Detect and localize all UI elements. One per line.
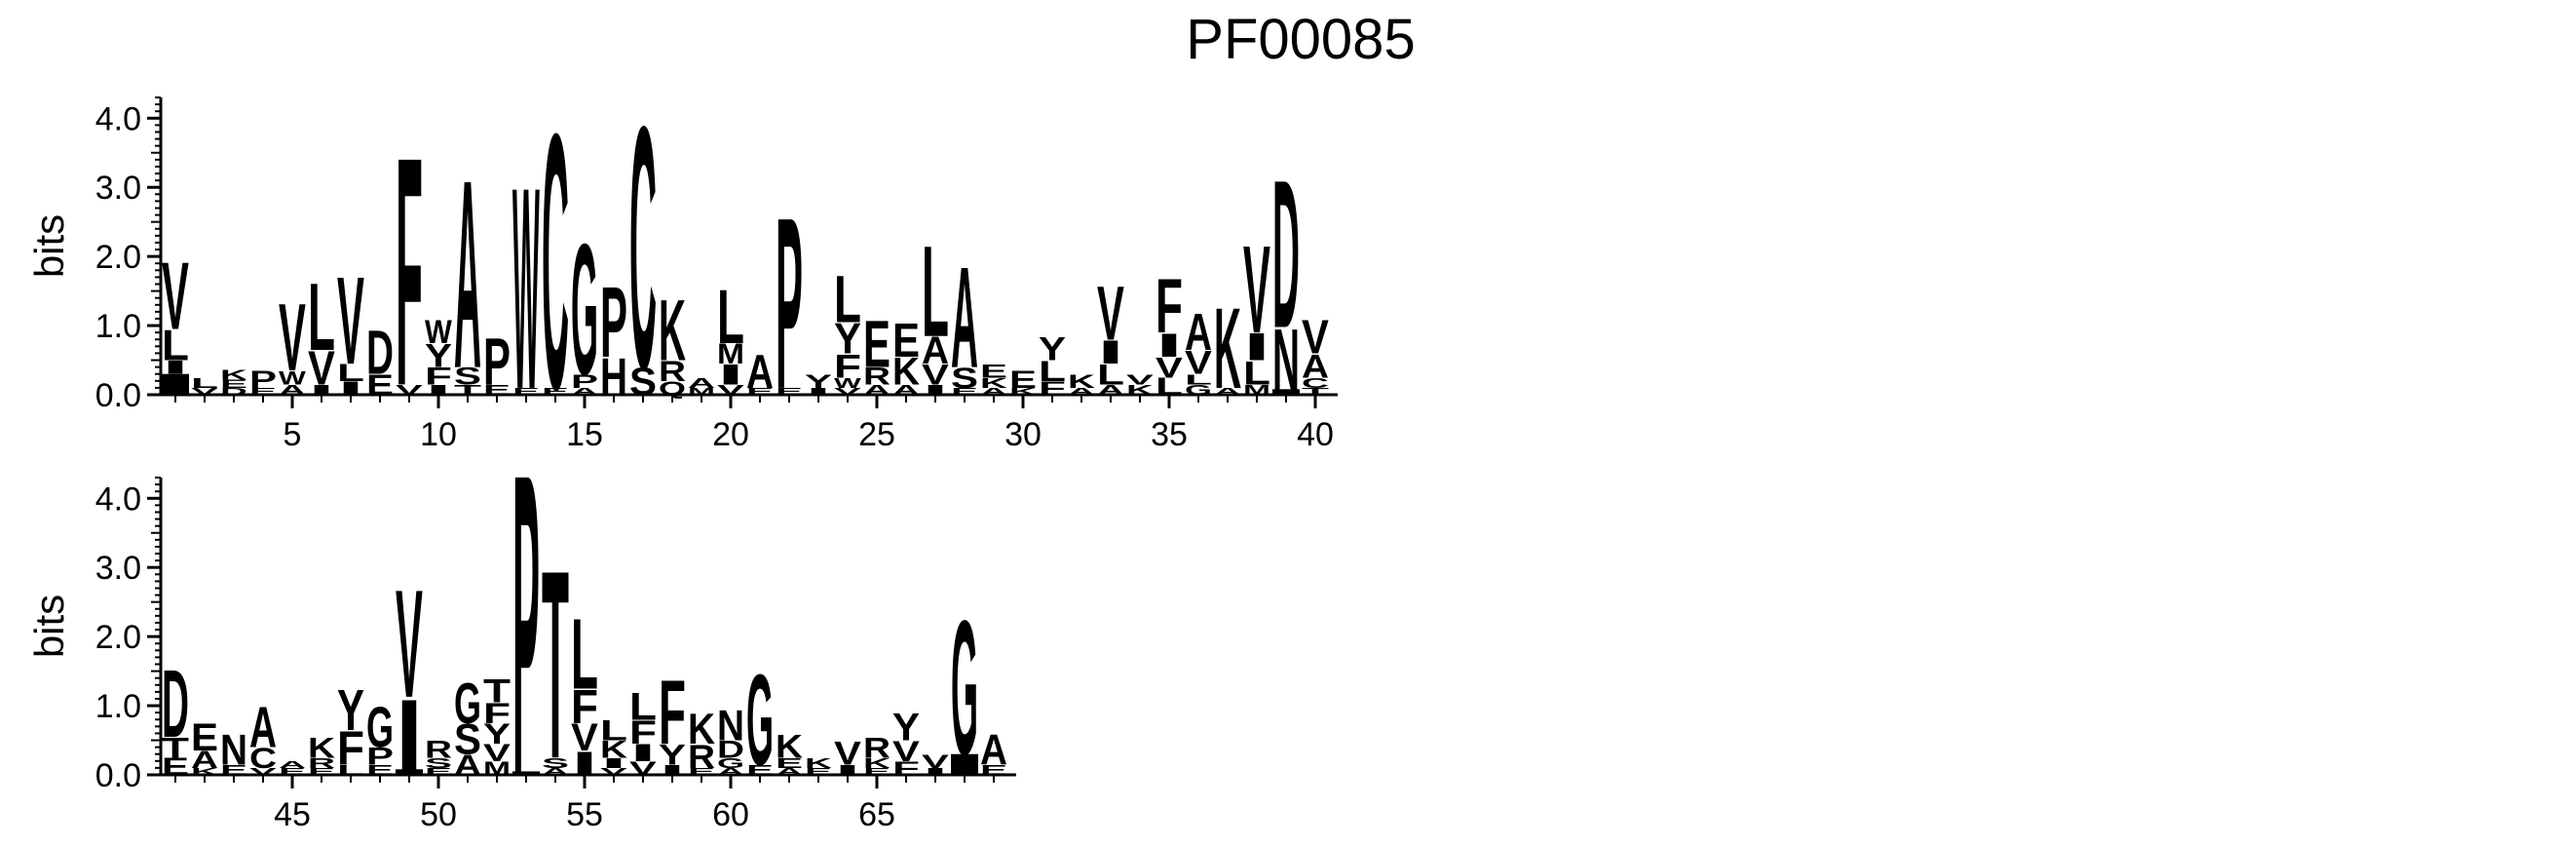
logo-letter: E: [863, 307, 890, 382]
logo-letter: L: [308, 263, 335, 370]
logo-letter: F: [659, 661, 686, 763]
logo-letter: E: [980, 360, 1007, 381]
x-tick-label: 40: [1297, 416, 1334, 453]
logo-letter: L: [600, 714, 627, 747]
logo-letter: A: [249, 695, 277, 759]
logo-letter: V: [279, 286, 306, 392]
y-tick-label: 0.0: [95, 377, 141, 414]
logo-letter: K: [308, 733, 335, 765]
logo-letter: A: [951, 237, 978, 399]
y-axis-label: bits: [26, 214, 72, 278]
logo-letter: G: [951, 582, 978, 796]
logo-letter: V: [1097, 271, 1124, 356]
logo-letter: Y: [1039, 330, 1066, 368]
x-tick-label: 5: [284, 416, 302, 453]
logo-letter: Y: [892, 706, 920, 749]
logo-letter: P: [512, 384, 540, 845]
logo-letter: A: [1185, 301, 1212, 361]
y-tick-label: 1.0: [95, 308, 141, 345]
logo-letter: G: [571, 206, 598, 414]
x-tick-label: 60: [712, 796, 749, 833]
logo-letter: E: [892, 314, 920, 367]
logo-letter: D: [366, 319, 394, 388]
logo-letter: A: [746, 346, 774, 399]
y-tick-label: 3.0: [95, 170, 141, 207]
logo-letter: Y: [805, 370, 832, 392]
logo-letter: C: [542, 58, 569, 466]
logo-letter: A: [688, 375, 715, 392]
logo-letter: L: [717, 274, 744, 360]
logo-letter: P: [776, 168, 803, 441]
logo-letter: E: [1009, 366, 1037, 393]
y-tick-label: 2.0: [95, 619, 141, 656]
x-tick-label: 50: [420, 796, 457, 833]
logo-letter: P: [600, 266, 627, 378]
logo-letter: R: [863, 733, 890, 765]
logo-letter: K: [776, 727, 804, 765]
logo-letter: L: [629, 685, 657, 728]
logo-letter: A: [279, 759, 306, 770]
logo-letter: K: [659, 283, 686, 378]
logo-letter: L: [571, 597, 598, 710]
logo-letter: G: [366, 697, 394, 760]
x-tick-label: 65: [858, 796, 895, 833]
logo-letter: V: [396, 559, 423, 730]
logo-letter: N: [220, 725, 247, 774]
y-axis-label: bits: [26, 595, 72, 658]
y-tick-label: 4.0: [95, 480, 141, 518]
logo-letter: T: [542, 515, 569, 815]
logo-letter: T: [483, 672, 511, 710]
logo-letter: D: [162, 650, 189, 758]
logo-letter: E: [191, 715, 218, 759]
logo-letter: P: [483, 325, 511, 400]
x-tick-label: 25: [858, 416, 895, 453]
logo-panel-2: 0.01.02.03.04.0bits45 50 55 60 65ETDKAEEN VCA…: [26, 384, 1016, 845]
logo-letter: K: [688, 705, 715, 753]
logo-panel-1: 0.01.02.03.04.0bits5 10 15 20 25 30 35 40ILVVLD…: [26, 57, 1338, 467]
logo-letter: V: [1243, 221, 1270, 361]
y-tick-label: 4.0: [95, 100, 141, 137]
logo-letter: V: [834, 735, 861, 773]
logo-letter: K: [1068, 370, 1095, 392]
logo-letter: G: [454, 672, 481, 736]
logo-letter: G: [746, 647, 774, 792]
logo-letter: L: [191, 375, 218, 391]
logo-letter: A: [454, 124, 481, 424]
logo-letter: P: [249, 366, 277, 393]
logo-letter: K: [1214, 283, 1241, 412]
logo-letter: V: [1302, 310, 1329, 364]
y-tick-label: 0.0: [95, 757, 141, 794]
logo-letter: V: [162, 244, 189, 350]
x-tick-label: 30: [1004, 416, 1042, 453]
logo-letter: V: [337, 252, 364, 392]
x-tick-label: 15: [566, 416, 603, 453]
logo-letter: R: [425, 736, 452, 762]
logo-letter: Y: [337, 678, 364, 743]
x-tick-label: 55: [566, 796, 603, 833]
logo-letter: K: [805, 755, 832, 772]
chart-title: PF00085: [1186, 8, 1415, 71]
x-tick-label: 45: [274, 796, 311, 833]
logo-letter: C: [629, 57, 657, 442]
logo-letter: F: [1155, 263, 1183, 349]
y-tick-label: 2.0: [95, 239, 141, 276]
y-tick-label: 3.0: [95, 550, 141, 587]
logo-letter: K: [220, 366, 247, 383]
logo-letter: F: [396, 90, 423, 454]
x-tick-label: 35: [1151, 416, 1188, 453]
logo-letter: V: [1126, 371, 1154, 388]
logo-letter: W: [425, 313, 452, 351]
logo-letter: D: [1272, 135, 1300, 371]
logo-letter: L: [922, 220, 949, 365]
logo-letter: L: [834, 262, 861, 337]
y-tick-label: 1.0: [95, 688, 141, 725]
x-tick-label: 20: [712, 416, 749, 453]
logo-letter: A: [980, 725, 1007, 774]
logo-letter: V: [922, 750, 949, 772]
x-tick-label: 10: [420, 416, 457, 453]
logo-letter: N: [717, 701, 744, 749]
